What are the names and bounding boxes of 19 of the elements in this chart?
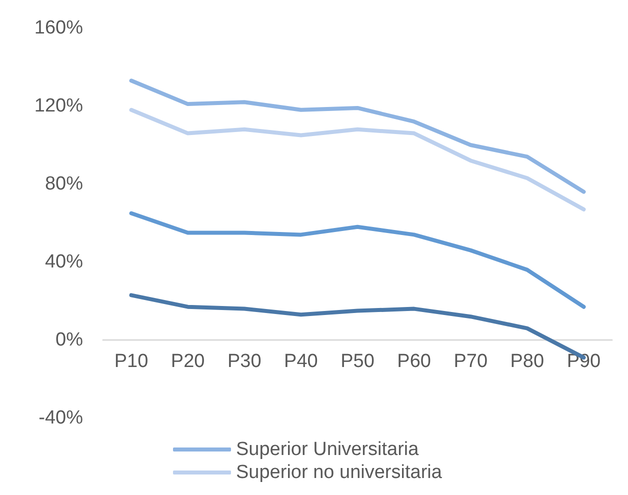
x-tick-label: P30: [227, 351, 262, 372]
line-series: [129, 211, 586, 309]
y-tick-label: 0%: [56, 330, 84, 350]
x-tick-label: P80: [510, 351, 544, 372]
x-tick-label: P70: [454, 351, 488, 372]
x-tick-label: P10: [114, 351, 148, 372]
x-tick-label: P40: [284, 351, 318, 372]
y-tick-label: -40%: [38, 408, 84, 428]
x-tick-label: P60: [397, 351, 431, 372]
x-tick-label: P50: [340, 351, 374, 372]
y-tick-label: 120%: [34, 96, 84, 116]
y-tick-label: 40%: [44, 252, 84, 272]
line-series: [129, 78, 586, 194]
legend-label: Superior Universitaria: [236, 439, 420, 460]
legend-label: Superior no universitaria: [236, 462, 442, 483]
line-series: [129, 108, 586, 212]
x-tick-label: P20: [170, 351, 205, 372]
y-tick-label: 160%: [34, 18, 84, 38]
y-tick-label: 80%: [44, 174, 84, 194]
